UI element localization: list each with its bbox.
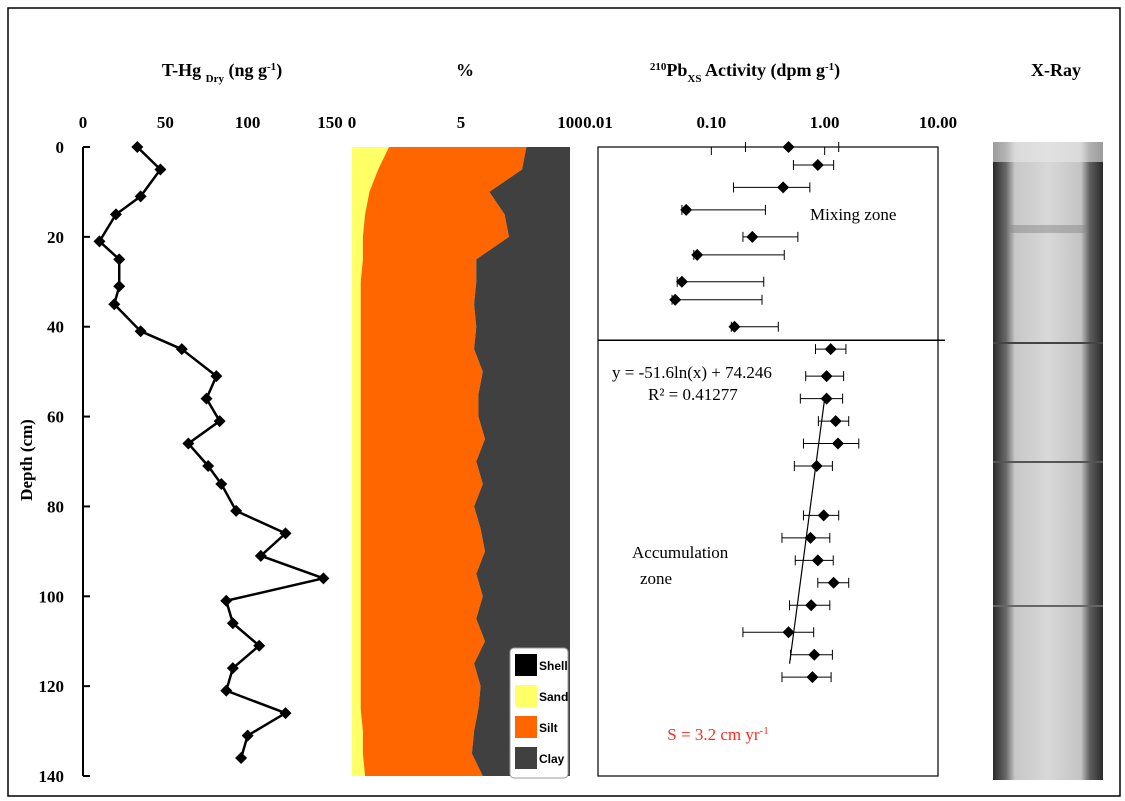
legend-label: Sand	[539, 690, 568, 704]
legend-swatch	[515, 747, 537, 769]
marker	[808, 649, 820, 661]
marker	[821, 370, 833, 382]
text-part: XS	[687, 73, 701, 85]
x-tick-label: 1.00	[810, 113, 840, 132]
error-bar	[682, 205, 765, 215]
marker	[777, 181, 789, 193]
marker	[242, 730, 254, 742]
marker	[201, 393, 213, 405]
marker	[235, 752, 247, 764]
text-part: X-Ray	[1031, 60, 1081, 80]
panel-title: %	[456, 60, 474, 80]
text-part: Activity (dpm g	[701, 60, 825, 81]
plot-frame	[598, 147, 938, 776]
y-tick-label: 80	[47, 497, 64, 516]
panel-title: 210PbXS Activity (dpm g-1)	[650, 60, 840, 85]
marker	[220, 595, 232, 607]
x-tick-label: 100	[557, 113, 583, 132]
marker	[818, 509, 830, 521]
y-tick-label: 140	[39, 767, 65, 786]
legend-swatch	[515, 654, 537, 676]
marker	[832, 438, 844, 450]
error-bar	[734, 182, 810, 192]
marker	[811, 460, 823, 472]
marker	[317, 572, 329, 584]
x-tick-label: 0.01	[583, 113, 613, 132]
text-part: T-Hg	[162, 60, 206, 80]
y-tick-label: 40	[47, 318, 64, 337]
marker	[812, 159, 824, 171]
error-bar	[803, 439, 858, 449]
y-tick-label: 0	[56, 138, 65, 157]
panel-title: T-Hg Dry (ng g-1)	[162, 60, 282, 85]
text-part: Pb	[666, 60, 687, 80]
x-tick-label: 100	[235, 113, 261, 132]
x-tick-label: 0	[79, 113, 88, 132]
marker	[280, 707, 292, 719]
marker	[825, 343, 837, 355]
text-part: 210	[650, 61, 667, 73]
line	[99, 147, 323, 758]
marker	[830, 415, 842, 427]
marker	[220, 685, 232, 697]
rate-annotation: S = 3.2 cm yr-1	[667, 725, 768, 744]
marker	[806, 671, 818, 683]
marker	[746, 231, 758, 243]
text-part: S = 3.2 cm yr	[667, 725, 760, 744]
legend-label: Shell	[539, 659, 568, 673]
marker	[828, 577, 840, 589]
error-bar	[677, 277, 764, 287]
error-bar	[743, 627, 814, 637]
legend-label: Clay	[539, 752, 565, 766]
error-bar	[694, 250, 784, 260]
x-tick-label: 10.00	[919, 113, 957, 132]
annotation: y = -51.6ln(x) + 74.246	[612, 363, 772, 382]
text-part: -1	[825, 61, 834, 73]
y-tick-label: 20	[47, 228, 64, 247]
y-axis-label: Depth (cm)	[17, 419, 36, 501]
figure: T-Hg Dry (ng g-1)02040608010012014005010…	[0, 0, 1125, 801]
text-part: (ng g	[224, 60, 267, 81]
text-part: -1	[267, 61, 276, 73]
text-part: )	[834, 60, 840, 81]
legend-label: Silt	[539, 721, 558, 735]
text-part: %	[456, 60, 474, 80]
marker	[230, 505, 242, 517]
annotation: Mixing zone	[810, 205, 896, 224]
marker	[691, 249, 703, 261]
annotation: Accumulation	[632, 543, 729, 562]
trend-line	[790, 399, 825, 664]
y-tick-label: 100	[39, 587, 65, 606]
x-tick-label: 0.10	[696, 113, 726, 132]
marker	[821, 393, 833, 405]
y-tick-label: 60	[47, 408, 64, 427]
text-part: -1	[760, 725, 769, 737]
legend-swatch	[515, 685, 537, 707]
x-tick-label: 50	[157, 113, 174, 132]
marker	[113, 280, 125, 292]
annotation: zone	[640, 569, 672, 588]
marker	[812, 554, 824, 566]
marker	[669, 294, 681, 306]
y-tick-label: 120	[39, 677, 65, 696]
x-tick-label: 5	[457, 113, 466, 132]
marker	[805, 599, 817, 611]
text-part: )	[276, 60, 282, 81]
text-part: Dry	[206, 73, 225, 85]
x-tick-label: 0	[348, 113, 357, 132]
x-tick-label: 150	[317, 113, 343, 132]
legend-swatch	[515, 716, 537, 738]
error-bar	[672, 295, 762, 305]
panel-title: X-Ray	[1031, 60, 1081, 80]
annotation: R² = 0.41277	[648, 385, 738, 404]
marker	[728, 321, 740, 333]
marker	[783, 141, 795, 153]
xray-image	[993, 142, 1103, 780]
